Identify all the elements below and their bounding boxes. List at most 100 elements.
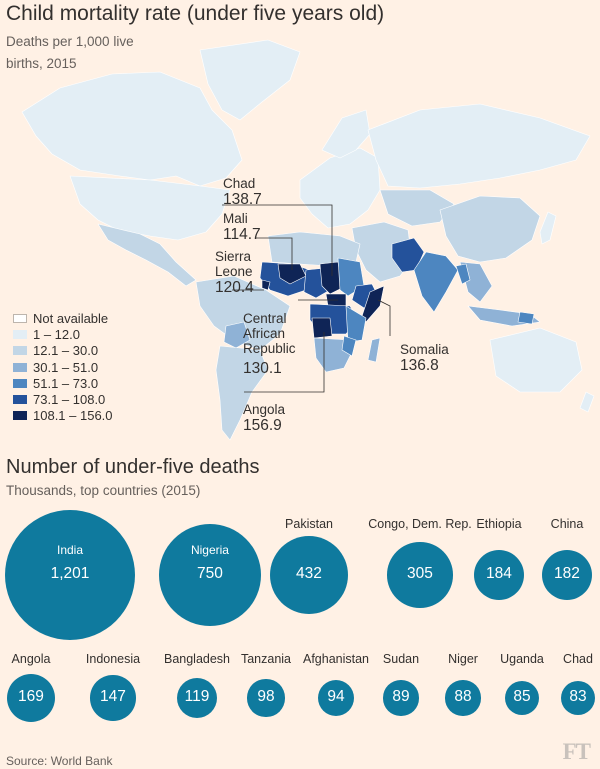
- bubble-nigeria: Nigeria 750: [158, 523, 262, 627]
- bubble-niger: 88: [445, 680, 481, 716]
- legend-swatch: [13, 395, 27, 405]
- region-somalia: [361, 285, 385, 323]
- annotation-name: Chad: [223, 176, 256, 191]
- annotation-mali: Mali 114.7: [223, 211, 261, 243]
- region-madagascar: [367, 337, 381, 363]
- legend-label: Not available: [33, 310, 109, 326]
- legend-item: 108.1 – 156.0: [13, 408, 113, 424]
- annotation-name: Central African Republic: [243, 311, 296, 356]
- region-india: [413, 251, 459, 313]
- legend-label: 108.1 – 156.0: [33, 408, 113, 424]
- bubble-india: India 1,201: [5, 510, 135, 640]
- bubble-label: China: [550, 517, 584, 531]
- legend-swatch: [13, 346, 27, 356]
- bubble-bangladesh: 119: [176, 677, 218, 719]
- region-angola: [311, 317, 333, 339]
- bubble-value: 1,201: [50, 565, 90, 582]
- bubble-value: 184: [486, 564, 512, 582]
- region-russia: [367, 103, 591, 189]
- bubble-value: 83: [569, 687, 587, 705]
- region-myanmar: [455, 263, 471, 285]
- region-usa: [69, 175, 231, 241]
- bubble-pakistan: 432: [270, 536, 348, 614]
- annotation-chad: Chad 138.7: [223, 176, 262, 208]
- deaths-subtitle: Thousands, top countries (2015): [6, 483, 201, 498]
- region-australia: [489, 327, 583, 393]
- bubble-sudan: 89: [383, 680, 419, 716]
- bubble-afghanistan: 94: [317, 679, 355, 717]
- region-central-asia: [379, 189, 455, 227]
- region-mexico: [97, 223, 197, 287]
- bubble-ethiopia: 184: [473, 549, 525, 601]
- legend-item: 1 – 12.0: [13, 326, 113, 342]
- annotation-value: 130.1: [243, 360, 282, 377]
- bubble-value: 119: [184, 687, 210, 705]
- bubble-label: Uganda: [500, 652, 544, 666]
- region-north-america-north: [21, 71, 243, 187]
- bubble-chad: 83: [560, 680, 596, 716]
- annotation-somalia: Somalia 136.8: [400, 342, 449, 374]
- annotation-value: 114.7: [223, 226, 261, 243]
- legend-label: 73.1 – 108.0: [33, 392, 106, 408]
- map-title: Child mortality rate (under five years o…: [6, 2, 385, 25]
- leader-chad: [222, 204, 333, 276]
- legend-item: Not available: [13, 310, 113, 326]
- legend-label: 12.1 – 30.0: [33, 343, 99, 359]
- world-map: [21, 39, 595, 441]
- region-middle-east: [351, 221, 413, 283]
- leader-somalia: [377, 299, 391, 336]
- annotation-name: Sierra Leone: [215, 249, 253, 279]
- annotation-sierra-leone: Sierra Leone 120.4: [215, 249, 275, 296]
- bubble-value: 169: [18, 687, 44, 705]
- bubble-value: 182: [554, 564, 580, 582]
- region-sierra-leone: [261, 279, 271, 291]
- legend-item: 51.1 – 73.0: [13, 375, 113, 391]
- region-south-america-south: [215, 345, 269, 441]
- region-china: [439, 195, 541, 263]
- region-new-zealand: [579, 391, 595, 413]
- bubble-label: Pakistan: [285, 517, 333, 531]
- bubble-china: 182: [541, 549, 593, 601]
- bubble-label: Chad: [563, 652, 593, 666]
- bubble-value: 750: [197, 564, 223, 582]
- bubble-label: Nigeria: [190, 542, 229, 557]
- legend-swatch: [13, 411, 27, 421]
- bubble-uganda: 85: [504, 680, 540, 716]
- region-japan: [539, 211, 557, 245]
- legend-label: 51.1 – 73.0: [33, 375, 99, 391]
- annotation-car: Central African Republic 130.1: [243, 311, 318, 377]
- leader-mali: [256, 237, 293, 270]
- legend-label: 1 – 12.0: [33, 326, 80, 342]
- bubble-label: Niger: [448, 652, 478, 666]
- map-subtitle: Deaths per 1,000 live births, 2015: [6, 34, 134, 71]
- region-east-africa: [345, 305, 367, 343]
- region-europe: [299, 147, 381, 229]
- bubble-value: 88: [454, 687, 472, 705]
- legend-item: 73.1 – 108.0: [13, 391, 113, 407]
- source-note: Source: World Bank: [6, 754, 113, 768]
- annotation-value: 138.7: [223, 191, 262, 208]
- deaths-title: Number of under-five deaths: [6, 456, 260, 478]
- bubble-value: 85: [513, 687, 531, 705]
- legend-item: 30.1 – 51.0: [13, 359, 113, 375]
- legend-item: 12.1 – 30.0: [13, 343, 113, 359]
- region-chad: [319, 261, 343, 295]
- bubble-label: Bangladesh: [163, 652, 231, 666]
- bubble-label: Indonesia: [85, 652, 141, 666]
- annotation-name: Mali: [223, 211, 248, 226]
- annotation-value: 136.8: [400, 357, 439, 374]
- bubble-indonesia: 147: [90, 675, 136, 721]
- bubble-value: 432: [296, 564, 322, 582]
- region-png: [517, 311, 535, 325]
- bubble-label: Tanzania: [240, 652, 292, 666]
- annotation-value: 120.4: [215, 279, 254, 296]
- bubble-label: Angola: [11, 652, 51, 666]
- leader-angola: [244, 332, 325, 393]
- bubble-congo-dem-rep: 305: [387, 542, 453, 608]
- bubble-tanzania: 98: [247, 679, 285, 717]
- map-legend: Not available 1 – 12.0 12.1 – 30.0 30.1 …: [13, 310, 113, 424]
- annotation-name: Somalia: [400, 342, 449, 357]
- legend-swatch: [13, 378, 27, 388]
- bubble-label: Sudan: [382, 652, 420, 666]
- region-mozambique: [341, 335, 357, 357]
